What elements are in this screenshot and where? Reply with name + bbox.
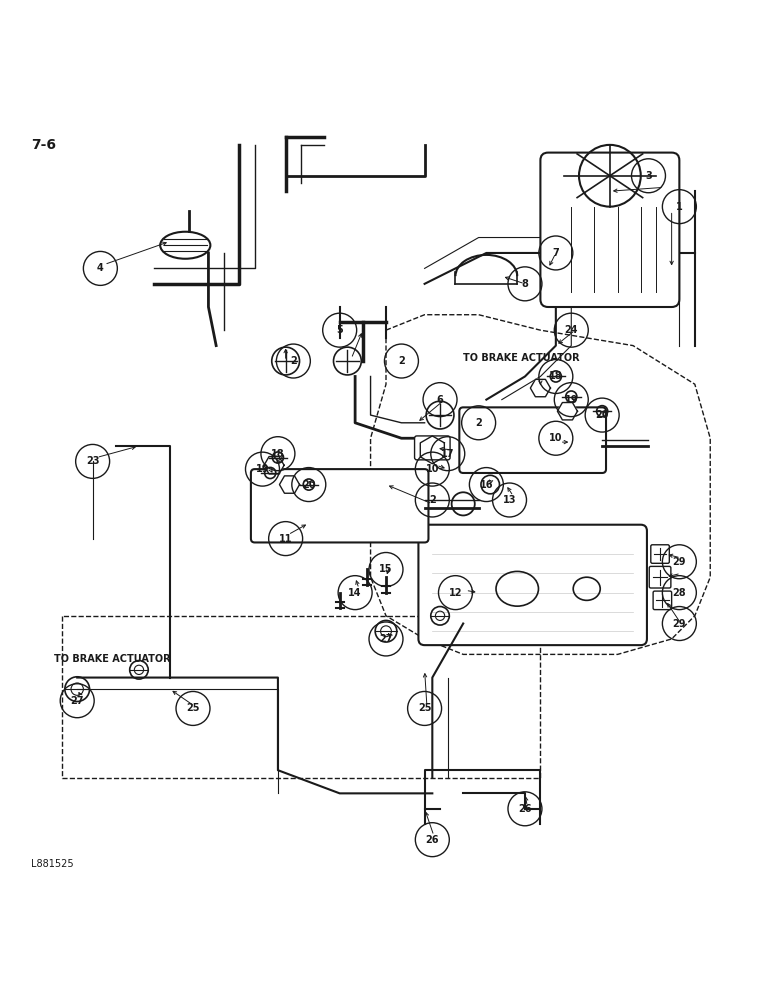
Text: 1: 1 [676,202,682,212]
Text: 29: 29 [672,619,686,629]
Polygon shape [420,436,445,464]
Text: 5: 5 [337,325,343,335]
Text: 28: 28 [672,588,686,598]
FancyBboxPatch shape [251,469,428,542]
Text: 15: 15 [379,564,393,574]
Text: 10: 10 [425,464,439,474]
Text: 26: 26 [518,804,532,814]
Text: 25: 25 [418,703,432,713]
Text: 19: 19 [564,395,578,405]
Text: 25: 25 [186,703,200,713]
Text: 18: 18 [549,371,563,381]
FancyBboxPatch shape [418,525,647,645]
Text: 23: 23 [86,456,100,466]
Text: 2: 2 [290,356,296,366]
Text: 17: 17 [441,449,455,459]
Text: 4: 4 [97,263,103,273]
Polygon shape [557,403,577,420]
Text: 20: 20 [302,480,316,490]
Text: L881525: L881525 [31,859,73,869]
Text: TO BRAKE ACTUATOR: TO BRAKE ACTUATOR [54,654,171,664]
Text: 14: 14 [348,588,362,598]
Text: 8: 8 [522,279,528,289]
FancyBboxPatch shape [459,407,606,473]
Text: 16: 16 [479,480,493,490]
Polygon shape [530,379,550,397]
Text: 2: 2 [476,418,482,428]
Text: TO BRAKE ACTUATOR: TO BRAKE ACTUATOR [463,353,580,363]
Text: 18: 18 [271,449,285,459]
Text: 19: 19 [256,464,269,474]
Text: 7: 7 [553,248,559,258]
Text: 29: 29 [672,557,686,567]
Text: 6: 6 [437,395,443,405]
Text: 20: 20 [595,410,609,420]
Text: 2: 2 [429,495,435,505]
Text: 27: 27 [70,696,84,706]
Text: 12: 12 [449,588,462,598]
Text: 2: 2 [398,356,405,366]
FancyBboxPatch shape [649,566,671,588]
FancyBboxPatch shape [415,436,450,460]
Text: 13: 13 [503,495,516,505]
Text: 11: 11 [279,534,293,544]
Text: 3: 3 [645,171,652,181]
Text: 26: 26 [425,835,439,845]
FancyBboxPatch shape [653,591,672,610]
Polygon shape [279,476,300,493]
Text: 24: 24 [564,325,578,335]
Text: 10: 10 [549,433,563,443]
Text: 27: 27 [379,634,393,644]
FancyBboxPatch shape [651,545,669,563]
Polygon shape [264,457,284,474]
Text: 7-6: 7-6 [31,138,56,152]
FancyBboxPatch shape [540,153,679,307]
